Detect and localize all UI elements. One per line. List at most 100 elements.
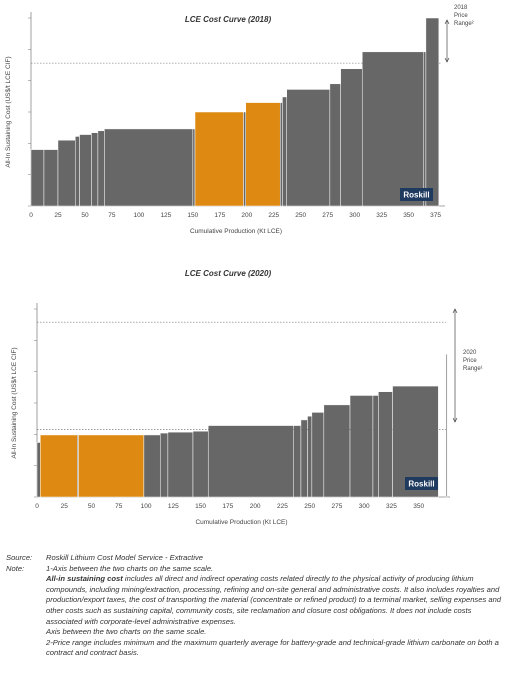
- chart-title: LCE Cost Curve (2020): [185, 269, 272, 278]
- note-label: Note:: [6, 563, 25, 573]
- x-tick-label: 75: [108, 212, 116, 219]
- x-tick-label: 275: [322, 212, 333, 219]
- price-range-arrowhead-up: [452, 308, 458, 314]
- source-text: Roskill Lithium Cost Model Service - Ext…: [46, 553, 203, 562]
- cost-curve-bar: [282, 96, 287, 207]
- lce-cost-curve-2020-chart: LCE Cost Curve (2020) 0 25 50 75 100 125 150 175…: [11, 269, 483, 526]
- cost-curve-bar: [57, 139, 76, 207]
- x-tick-label: 350: [403, 212, 414, 219]
- cost-curve-bar: [279, 102, 283, 207]
- cost-curve-bar: [286, 89, 331, 207]
- chart-title: LCE Cost Curve (2018): [185, 15, 272, 24]
- source-row: Source: Roskill Lithium Cost Model Servi…: [6, 553, 506, 564]
- x-tick-label: 250: [295, 212, 306, 219]
- note-axis: Axis between the two charts on the same …: [46, 627, 207, 637]
- x-tick-label: 100: [133, 212, 144, 219]
- x-tick-label: 0: [29, 212, 33, 219]
- roskill-logo: [405, 477, 438, 490]
- aisc-text: includes all direct and indirect operati…: [46, 574, 502, 626]
- x-tick-label: 25: [61, 503, 69, 510]
- cost-curve-bar: [300, 419, 308, 498]
- x-tick-label: 325: [376, 212, 387, 219]
- roskill-logo: [400, 188, 433, 201]
- cost-curve-bar: [43, 149, 59, 207]
- cost-curve-bar: [311, 412, 325, 498]
- x-tick-label: 200: [250, 503, 261, 510]
- cost-curve-bar: [361, 51, 424, 207]
- x-tick-label: 150: [195, 503, 206, 510]
- cost-curve-bar: [30, 149, 45, 207]
- cost-curve-bar: [97, 130, 105, 207]
- x-tick-label: 375: [430, 212, 441, 219]
- x-tick-label: 175: [222, 503, 233, 510]
- x-tick-label: 200: [241, 212, 252, 219]
- cost-curve-bar: [79, 134, 92, 207]
- cost-curve-bar: [192, 430, 209, 498]
- price-range-label: 2020: [463, 350, 477, 356]
- cost-curve-bar: [194, 111, 244, 207]
- cost-curve-bar: [293, 425, 302, 498]
- x-tick-label: 275: [332, 503, 343, 510]
- cost-curve-bar: [91, 132, 99, 207]
- cost-curve-bar: [192, 128, 196, 207]
- roskill-logo-text: Roskill: [403, 191, 429, 200]
- cost-curve-bar: [143, 434, 161, 498]
- price-range-label: Range¹: [463, 366, 483, 372]
- x-tick-label: 125: [168, 503, 179, 510]
- cost-curve-bar: [74, 136, 80, 207]
- y-axis-label: All-In Sustaining Cost (US$/t LCE CIF): [5, 56, 12, 167]
- roskill-logo-text: Roskill: [408, 480, 434, 489]
- cost-curve-bar: [207, 425, 294, 498]
- x-tick-label: 50: [88, 503, 96, 510]
- x-tick-label: 325: [386, 503, 397, 510]
- cost-curve-bar: [372, 395, 379, 498]
- cost-curve-bar: [104, 128, 194, 207]
- cost-curve-bar: [78, 434, 145, 498]
- cost-curve-bar: [340, 68, 363, 207]
- cost-curve-bar: [425, 17, 440, 207]
- y-axis-label: All-In Sustaining Cost (US$/t LCE CIF): [11, 347, 18, 458]
- x-axis-label: Cumulative Production (Kt LCE): [190, 228, 282, 235]
- note-2: 2-Price range includes minimum and the m…: [46, 637, 499, 658]
- cost-curve-bar: [423, 51, 427, 207]
- price-range-label: Price: [454, 13, 468, 19]
- x-tick-label: 300: [349, 212, 360, 219]
- note-aisc: All-in sustaining cost includes all dire…: [46, 574, 506, 627]
- cost-curve-bar: [243, 111, 246, 207]
- x-tick-label: 50: [81, 212, 89, 219]
- cost-curve-bar: [159, 432, 169, 498]
- cost-curve-bar: [36, 442, 41, 498]
- x-tick-label: 350: [413, 503, 424, 510]
- cost-curve-bar: [329, 83, 341, 207]
- cost-curve-bar: [349, 395, 374, 498]
- x-tick-label: 250: [304, 503, 315, 510]
- x-tick-label: 125: [160, 212, 171, 219]
- x-tick-label: 300: [359, 503, 370, 510]
- price-range-arrowhead-down: [452, 417, 458, 423]
- x-tick-label: 0: [35, 503, 39, 510]
- note-1: 1-Axis between the two charts on the sam…: [46, 563, 214, 573]
- price-range-arrowhead-down: [444, 57, 450, 63]
- cost-curve-bar: [245, 102, 281, 207]
- notes-block: Source: Roskill Lithium Cost Model Servi…: [6, 553, 506, 659]
- x-tick-label: 225: [268, 212, 279, 219]
- price-range-label: Range²: [454, 21, 474, 27]
- cost-curve-bar: [378, 391, 393, 498]
- x-tick-label: 150: [187, 212, 198, 219]
- price-range-arrowhead-up: [444, 19, 450, 25]
- cost-curve-bar: [40, 434, 78, 498]
- x-tick-label: 225: [277, 503, 288, 510]
- lce-cost-curve-2018-chart: LCE Cost Curve (2018) 0 25 50 75 100 125 150 175…: [5, 5, 474, 235]
- note-body: 1-Axis between the two charts on the sam…: [46, 564, 506, 659]
- price-range-label: 2018: [454, 5, 468, 11]
- aisc-term: All-in sustaining cost: [46, 574, 123, 584]
- cost-curve-bar: [167, 431, 194, 498]
- x-tick-label: 175: [214, 212, 225, 219]
- note-row: Note: 1-Axis between the two charts on t…: [6, 564, 506, 659]
- x-tick-label: 25: [54, 212, 62, 219]
- x-tick-label: 100: [141, 503, 152, 510]
- x-tick-label: 75: [115, 503, 123, 510]
- cost-curve-bar: [307, 415, 313, 498]
- cost-curve-bar: [445, 353, 448, 498]
- source-label: Source:: [6, 553, 33, 562]
